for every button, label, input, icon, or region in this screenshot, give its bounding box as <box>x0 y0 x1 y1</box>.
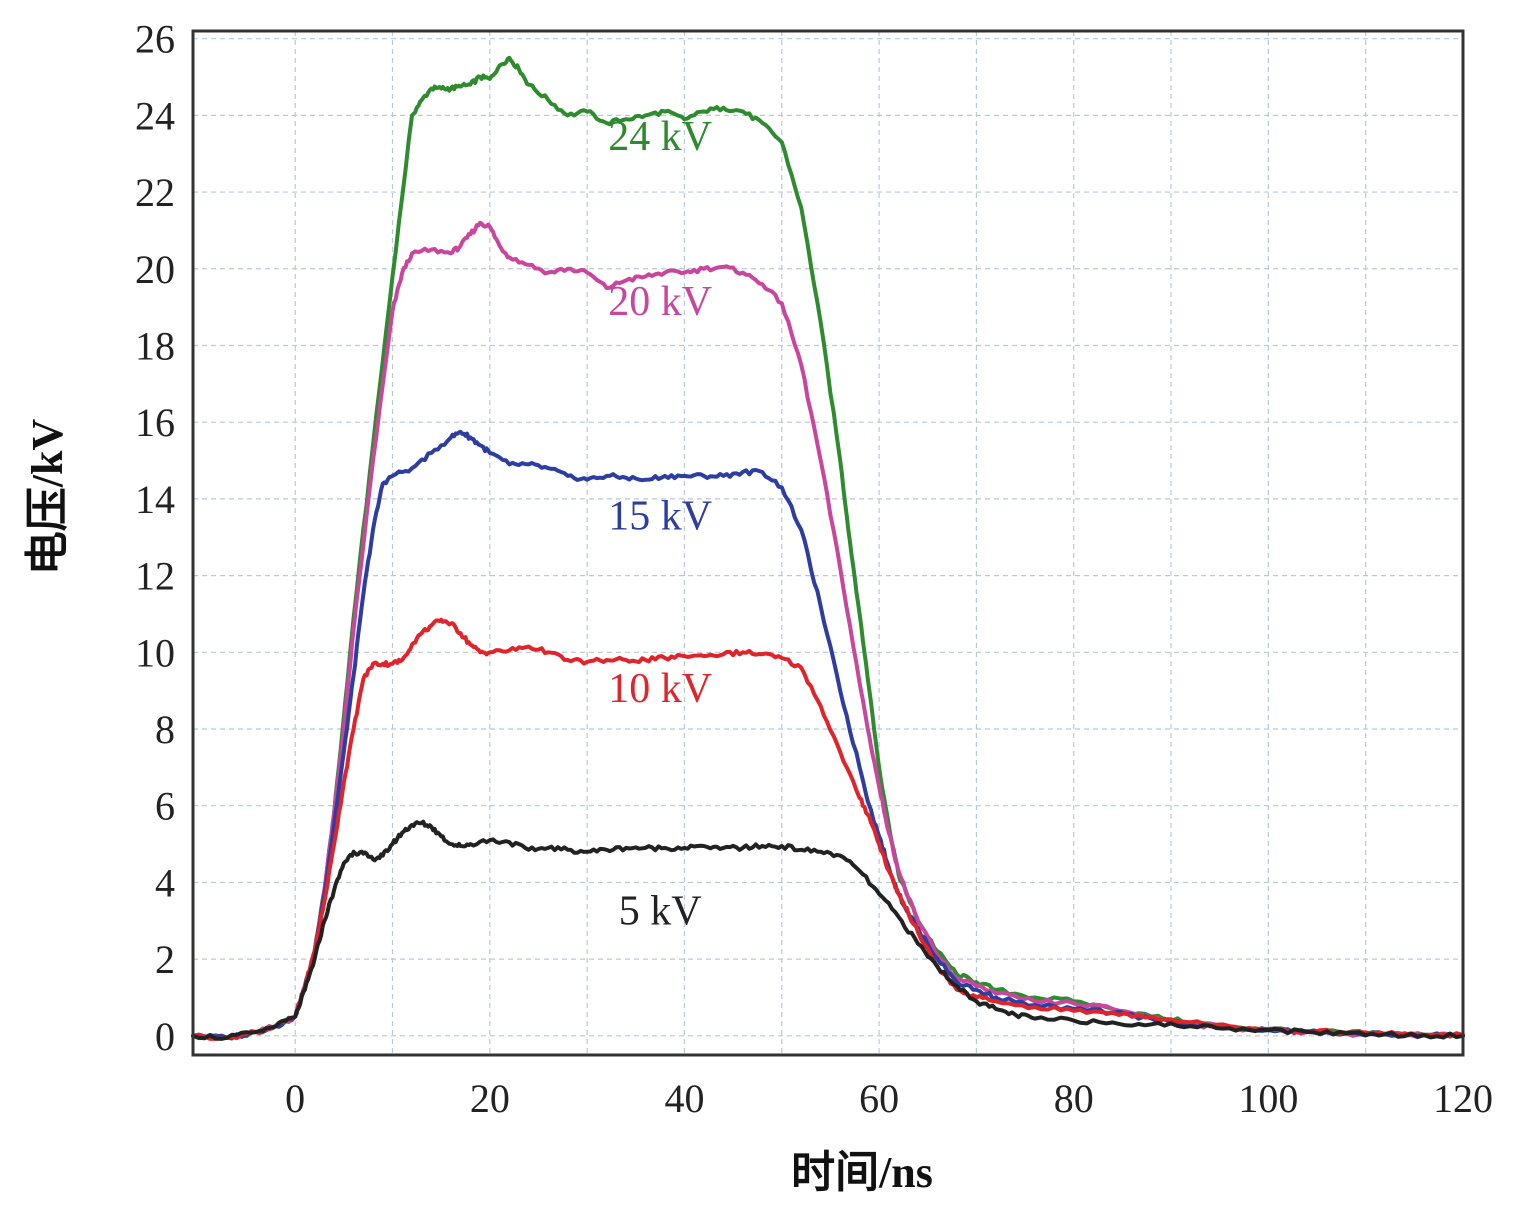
x-tick-label: 0 <box>285 1076 305 1121</box>
y-tick-label: 6 <box>155 784 175 829</box>
series-label-5kv: 5 kV <box>619 889 702 935</box>
y-tick-label: 16 <box>135 400 175 445</box>
x-tick-label: 60 <box>859 1076 899 1121</box>
y-tick-label: 22 <box>135 170 175 215</box>
series-labels: 24 kV 20 kV 15 kV 10 kV 5 kV <box>608 114 712 935</box>
series-line-15kv <box>191 429 1465 1041</box>
x-tick-label: 40 <box>664 1076 704 1121</box>
x-tick-label: 100 <box>1238 1076 1298 1121</box>
series-label-15kv: 15 kV <box>608 494 712 540</box>
x-tick-label: 120 <box>1433 1076 1493 1121</box>
series-line-24kv <box>191 55 1465 1041</box>
series-label-10kv: 10 kV <box>608 666 712 712</box>
grid-layer <box>193 31 1464 1055</box>
series-line-20kv <box>191 220 1465 1041</box>
y-tick-label: 4 <box>155 860 175 905</box>
series-label-24kv: 24 kV <box>608 114 712 160</box>
x-tick-label: 80 <box>1054 1076 1094 1121</box>
series-line-5kv <box>191 819 1465 1041</box>
series-line-10kv <box>191 617 1465 1041</box>
y-tick-label: 14 <box>135 477 175 522</box>
x-tick-label: 20 <box>470 1076 510 1121</box>
y-tick-label: 12 <box>135 554 175 599</box>
y-tick-label: 10 <box>135 630 175 675</box>
plot-frame <box>191 29 1465 1057</box>
series-label-20kv: 20 kV <box>608 279 712 325</box>
x-axis-ticks: 0 20 40 60 80 100 120 <box>285 1076 1493 1121</box>
y-tick-label: 24 <box>135 93 175 138</box>
y-axis-title: 电压/kV <box>23 419 72 576</box>
x-axis-title: 时间/ns <box>791 1148 933 1197</box>
y-tick-label: 18 <box>135 323 175 368</box>
y-tick-label: 2 <box>155 937 175 982</box>
y-tick-label: 26 <box>135 17 175 62</box>
y-tick-label: 20 <box>135 247 175 292</box>
series-layer <box>191 55 1465 1041</box>
y-tick-label: 8 <box>155 707 175 752</box>
y-tick-label: 0 <box>155 1014 175 1059</box>
